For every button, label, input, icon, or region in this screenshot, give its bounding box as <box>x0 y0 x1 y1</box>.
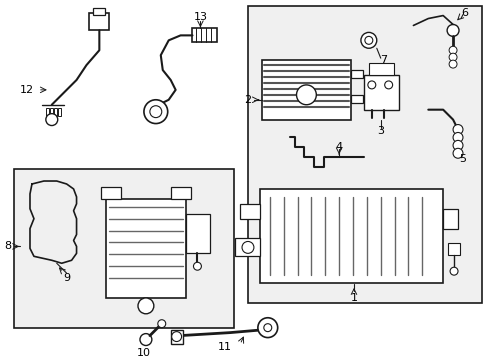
Text: 13: 13 <box>193 12 207 22</box>
Bar <box>350 95 362 103</box>
Bar <box>58 108 61 116</box>
Bar <box>93 8 105 14</box>
Bar <box>235 238 259 256</box>
Bar <box>261 60 350 120</box>
Circle shape <box>449 267 457 275</box>
Circle shape <box>171 332 181 342</box>
Bar <box>447 243 459 255</box>
Circle shape <box>364 36 372 44</box>
Bar <box>363 75 398 110</box>
Bar <box>14 169 234 328</box>
Text: 8: 8 <box>4 242 12 251</box>
Bar <box>192 28 217 42</box>
Bar <box>185 214 210 253</box>
Circle shape <box>448 60 456 68</box>
Circle shape <box>452 132 462 143</box>
Bar <box>46 108 49 116</box>
Text: 9: 9 <box>63 273 70 283</box>
Circle shape <box>140 334 152 346</box>
Circle shape <box>296 85 316 105</box>
Circle shape <box>158 320 165 328</box>
Text: 2: 2 <box>244 95 251 105</box>
Bar <box>89 13 109 30</box>
Circle shape <box>452 125 462 134</box>
Text: 1: 1 <box>350 293 357 303</box>
Bar <box>170 330 182 343</box>
Bar <box>259 189 442 283</box>
Text: 5: 5 <box>459 154 466 164</box>
Circle shape <box>242 242 253 253</box>
Bar <box>101 187 121 199</box>
Circle shape <box>138 298 154 314</box>
Text: 6: 6 <box>461 8 468 18</box>
Circle shape <box>46 114 58 126</box>
Bar <box>50 108 53 116</box>
Bar <box>240 204 259 219</box>
Circle shape <box>452 148 462 158</box>
Text: 11: 11 <box>218 342 232 352</box>
Circle shape <box>257 318 277 338</box>
Circle shape <box>452 140 462 150</box>
Circle shape <box>149 106 162 118</box>
Circle shape <box>367 81 375 89</box>
Text: 7: 7 <box>379 55 386 65</box>
Circle shape <box>143 100 167 123</box>
Circle shape <box>446 24 458 36</box>
Text: 12: 12 <box>20 85 34 95</box>
Text: 4: 4 <box>335 142 342 152</box>
Bar <box>247 6 481 303</box>
Circle shape <box>193 262 201 270</box>
Bar <box>368 63 393 75</box>
Circle shape <box>360 32 376 48</box>
Circle shape <box>264 324 271 332</box>
Bar <box>106 199 185 298</box>
Bar <box>54 108 57 116</box>
Text: 3: 3 <box>376 126 384 136</box>
Bar <box>170 187 190 199</box>
Circle shape <box>448 53 456 61</box>
Circle shape <box>384 81 392 89</box>
Text: 10: 10 <box>137 348 151 359</box>
Bar <box>442 209 457 229</box>
Circle shape <box>448 46 456 54</box>
Bar <box>350 70 362 78</box>
